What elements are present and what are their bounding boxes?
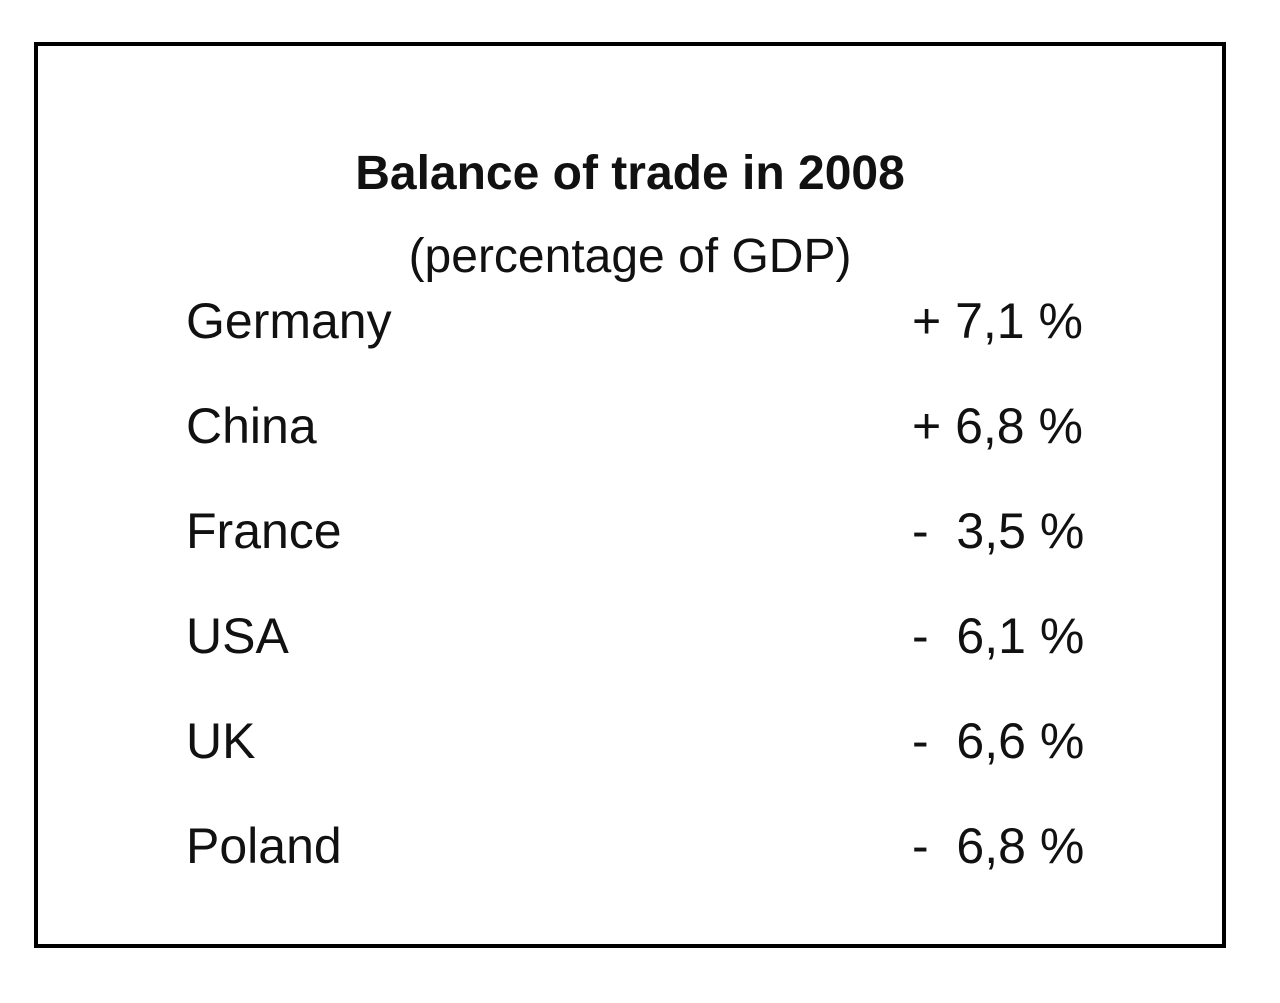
table-row: China + 6,8 % <box>186 397 1106 457</box>
balance-value: - 3,5 % <box>912 503 1085 559</box>
country-label: USA <box>186 608 289 664</box>
balance-value: + 7,1 % <box>912 293 1083 349</box>
table-row: UK - 6,6 % <box>186 712 1106 772</box>
balance-value: - 6,1 % <box>912 608 1085 664</box>
table-row: Germany + 7,1 % <box>186 292 1106 352</box>
balance-value: - 6,8 % <box>912 818 1085 874</box>
balance-value: - 6,6 % <box>912 713 1085 769</box>
table-row: France - 3,5 % <box>186 502 1106 562</box>
country-label: France <box>186 503 342 559</box>
country-label: UK <box>186 713 256 769</box>
table-row: USA - 6,1 % <box>186 607 1106 667</box>
table-row: Poland - 6,8 % <box>186 817 1106 877</box>
country-label: Poland <box>186 818 342 874</box>
table-title: Balance of trade in 2008 <box>355 147 905 200</box>
table-frame: Balance of trade in 2008 (percentage of … <box>34 42 1226 948</box>
country-label: China <box>186 398 317 454</box>
table-subtitle: (percentage of GDP) <box>408 230 852 283</box>
country-label: Germany <box>186 293 392 349</box>
balance-value: + 6,8 % <box>912 398 1083 454</box>
